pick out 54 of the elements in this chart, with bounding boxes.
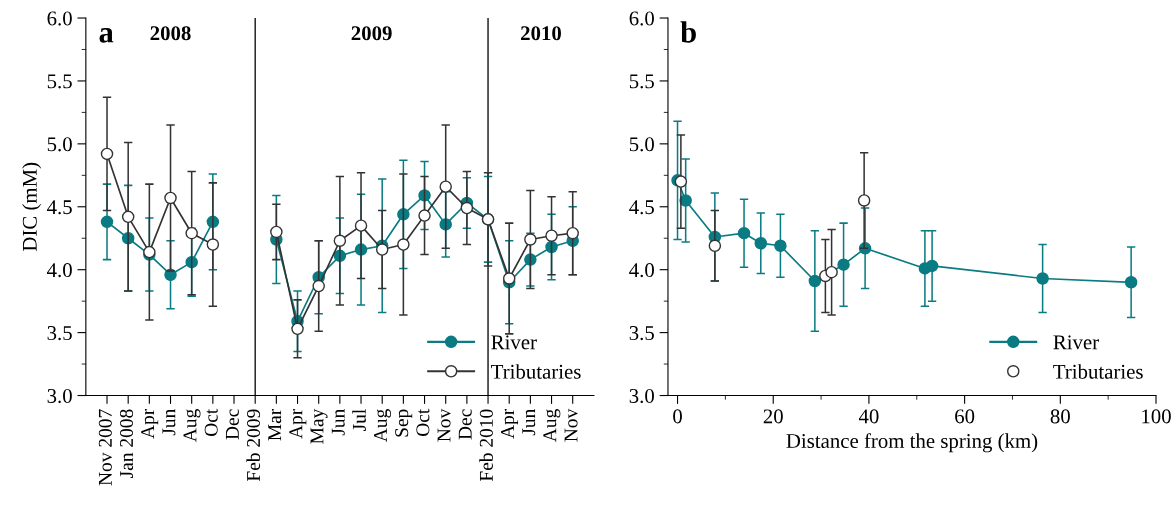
y-tick-label: 5.5 (629, 74, 654, 89)
x-tick-label: Jan 2008 (119, 409, 134, 478)
annotation: 2010 (521, 26, 561, 41)
chart-title: a (99, 28, 114, 43)
x-tick-label: Jun (162, 409, 176, 436)
x-tick-label: Feb 2009 (246, 409, 261, 482)
x-tick-label: 100 (1142, 409, 1171, 424)
annotation: 2009 (351, 26, 392, 41)
x-tick-label: 20 (763, 409, 783, 424)
x-tick-label: Nov 2007 (98, 409, 112, 486)
x-tick-label: May (310, 408, 328, 444)
x-tick-label: Sep (395, 409, 413, 437)
y-tick-label: 5.0 (47, 137, 72, 152)
x-tick-label: Oct (204, 408, 218, 436)
x-axis-title: Distance from the spring (km) (786, 433, 1038, 453)
legend-label: Tributaries (1053, 364, 1143, 379)
y-tick-label: 4.5 (629, 200, 654, 215)
x-tick-label: Dec (458, 409, 472, 440)
x-tick-label: Apr (501, 408, 519, 439)
x-tick-label: Nov (437, 408, 451, 442)
x-tick-label: Feb 2010 (479, 409, 493, 482)
chart-title: b (680, 21, 696, 43)
y-tick-label: 6.0 (47, 11, 72, 26)
y-tick-label: 3.0 (629, 388, 654, 404)
annotation: 2008 (150, 26, 191, 41)
x-tick-label: Jun (331, 409, 345, 436)
y-tick-label: 5.0 (629, 137, 654, 152)
x-tick-label: 40 (858, 409, 879, 424)
x-tick-label: 0 (673, 409, 682, 424)
x-tick-label: Nov (564, 408, 578, 442)
y-axis-title: DIC (mM) (22, 162, 42, 252)
x-tick-label: 60 (955, 409, 975, 424)
y-tick-label: 3.5 (47, 326, 72, 341)
x-tick-label: Aug (183, 409, 201, 443)
y-tick-label: 6.0 (629, 11, 654, 26)
x-tick-label: Apr (141, 408, 159, 439)
y-tick-label: 3.5 (629, 326, 654, 341)
x-tick-label: Oct (416, 408, 430, 436)
y-tick-label: 4.0 (47, 263, 72, 278)
x-tick-label: Apr (289, 408, 307, 439)
y-tick-label: 4.5 (47, 200, 72, 215)
legend-label: River (1053, 335, 1099, 350)
x-tick-label: Dec (225, 409, 239, 440)
x-tick-label: Mar (268, 408, 282, 441)
x-tick-label: Jul (352, 409, 366, 431)
x-tick-label: Aug (373, 409, 392, 443)
x-tick-label: Aug (543, 409, 561, 443)
y-tick-label: 4.0 (629, 263, 654, 278)
y-tick-label: 3.0 (47, 388, 72, 404)
x-tick-label: Jun (522, 409, 536, 436)
legend-label: Tributaries (491, 364, 581, 379)
x-tick-label: 80 (1050, 409, 1070, 424)
legend-label: River (491, 335, 537, 350)
y-tick-label: 5.5 (47, 74, 72, 89)
